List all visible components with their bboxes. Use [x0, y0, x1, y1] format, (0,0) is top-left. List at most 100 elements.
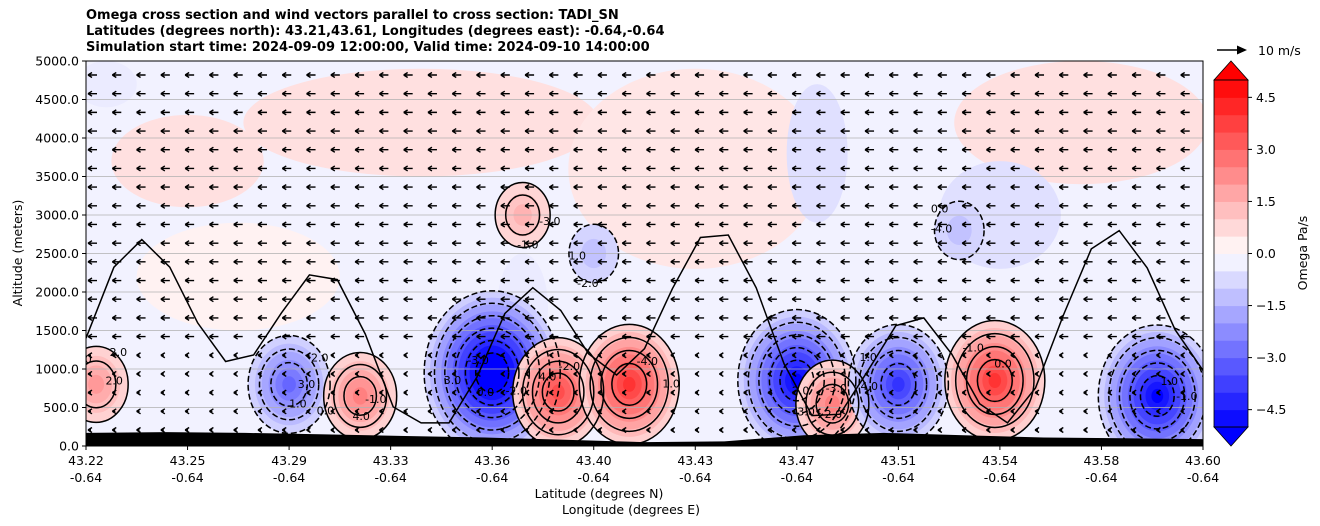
wind-vector [840, 184, 850, 191]
contour-line [511, 336, 605, 446]
wind-vector [403, 71, 413, 79]
contour-label: 1.0 [662, 377, 680, 390]
colorbar-segment [1214, 392, 1248, 411]
wind-vector [1107, 90, 1117, 97]
wind-vector [1131, 221, 1142, 228]
wind-vector [743, 109, 753, 116]
wind-vector [1058, 90, 1069, 97]
wind-vector [1010, 146, 1020, 153]
wind-vector [87, 184, 97, 191]
wind-vectors [87, 71, 1190, 434]
wind-vector [209, 127, 219, 135]
wind-vector [694, 165, 705, 172]
colorbar-tick-label: 0.0 [1256, 246, 1276, 261]
wind-vector [233, 90, 243, 97]
wind-vector [548, 165, 559, 172]
wind-vector [1131, 408, 1137, 415]
wind-vector [840, 258, 850, 265]
wind-vector [816, 314, 826, 321]
wind-vector [840, 370, 846, 378]
wind-vector [524, 109, 535, 116]
wind-vector [1131, 165, 1142, 172]
wind-vector [184, 184, 195, 191]
contour-label: -1.0 [517, 238, 538, 251]
wind-vector [573, 146, 583, 153]
wind-vector [694, 109, 705, 116]
wind-vector [548, 240, 559, 247]
terrain [86, 432, 1203, 446]
wind-vector [767, 165, 777, 172]
contour-line [954, 332, 1035, 429]
wind-vector [281, 127, 292, 135]
wind-vector [1034, 352, 1040, 359]
wind-vector [184, 258, 195, 265]
wind-vector [87, 127, 97, 135]
wind-vector [937, 370, 943, 378]
wind-vector [160, 314, 170, 321]
wind-vector [961, 314, 972, 321]
wind-vector [451, 202, 462, 209]
wind-vector [840, 146, 850, 153]
wind-vector [1131, 296, 1142, 303]
title-line-1: Omega cross section and wind vectors par… [86, 8, 619, 23]
wind-vector [816, 240, 826, 247]
wind-vector [403, 426, 409, 434]
wind-vector [87, 221, 97, 228]
wind-vector [1034, 258, 1045, 265]
wind-vector [961, 333, 972, 340]
wind-vector [233, 202, 243, 209]
wind-vector [718, 314, 729, 321]
wind-vector [597, 333, 607, 340]
wind-vector [986, 109, 996, 116]
wind-vector [500, 71, 510, 79]
wind-vector [1083, 277, 1093, 284]
wind-vector [257, 352, 263, 359]
wind-vector [548, 221, 559, 228]
wind-vector [281, 408, 287, 415]
wind-vector [791, 370, 797, 378]
wind-vector [1156, 258, 1166, 265]
wind-vector [961, 127, 972, 135]
wind-vector [646, 258, 656, 265]
wind-vector [209, 426, 214, 434]
contour-label: -1.0 [1176, 390, 1197, 403]
wind-vector [670, 389, 676, 396]
wind-vector [403, 277, 413, 284]
wind-vector [257, 109, 267, 116]
wind-vector [1034, 109, 1045, 116]
contour-label: 0.0 [317, 405, 335, 418]
wind-vector [840, 333, 850, 340]
x-tick-label-lat: 43.29 [271, 453, 307, 468]
wind-vector [1083, 127, 1093, 135]
wind-vector [1058, 296, 1069, 303]
wind-vector [743, 277, 753, 284]
colorbar-tick-label: −4.5 [1256, 402, 1286, 417]
wind-vector [694, 333, 705, 340]
wind-vector [816, 426, 821, 434]
wind-vector [427, 296, 437, 303]
wind-vector [1107, 71, 1117, 79]
wind-vector [111, 389, 117, 396]
wind-vector [743, 333, 753, 340]
wind-vector [743, 296, 753, 303]
wind-vector [937, 71, 947, 79]
wind-vector [913, 426, 918, 434]
wind-vector [646, 333, 656, 340]
wind-vector [1107, 426, 1113, 434]
plot-area: 2.0 1.0 0.0 -3.0 -2.0 1.0 2.0 3.0 1.0 0.0 -1.0 -1.0… [86, 61, 1203, 446]
wind-vector [87, 389, 93, 396]
omega-background-patch [954, 61, 1203, 185]
wind-vector [937, 333, 947, 340]
wind-vector [524, 333, 535, 340]
wind-vector [573, 90, 583, 97]
wind-vector [379, 426, 384, 434]
wind-vector [888, 202, 899, 209]
wind-vector [1034, 389, 1040, 396]
wind-vector [476, 184, 486, 191]
colorbar-segment [1214, 166, 1248, 185]
wind-vector [1034, 240, 1045, 247]
wind-vector [524, 71, 535, 79]
wind-vector [548, 277, 559, 284]
gridlines [86, 61, 1203, 446]
wind-vector [791, 202, 802, 209]
